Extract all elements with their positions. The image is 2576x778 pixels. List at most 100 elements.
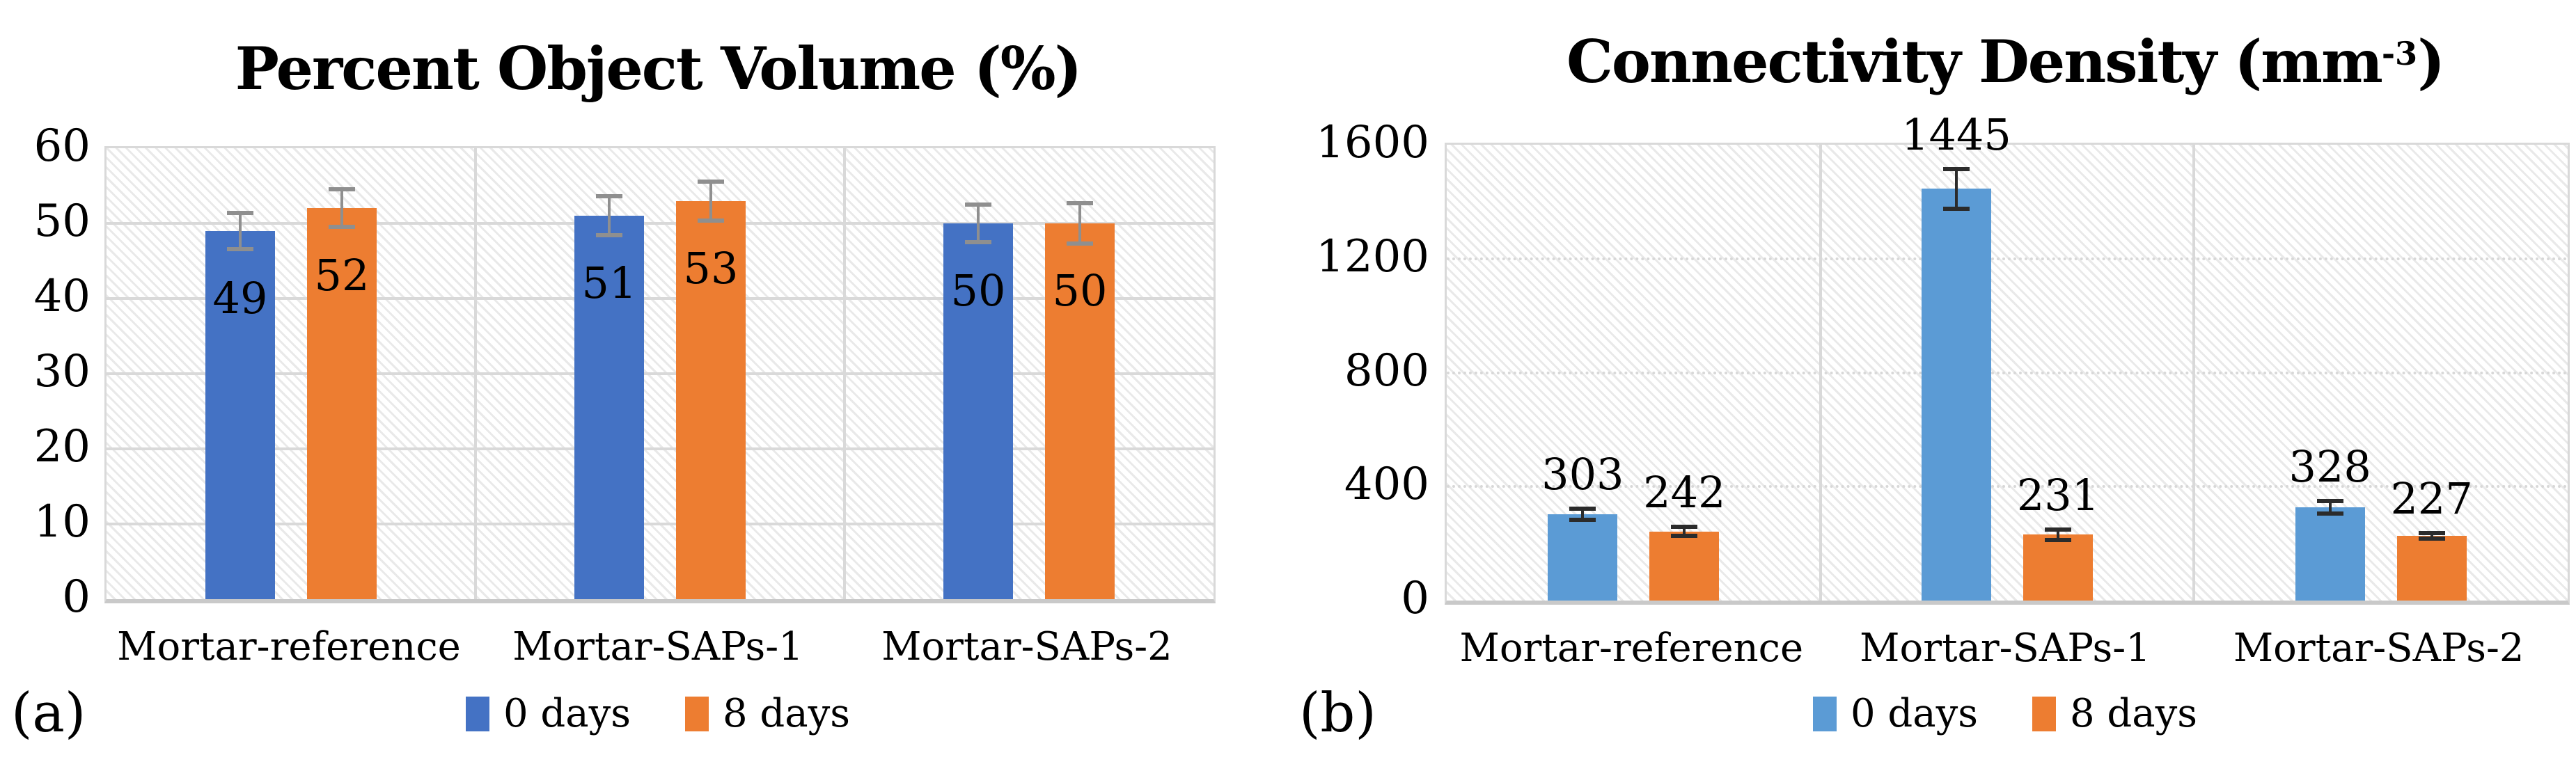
error-bar-line	[2328, 500, 2332, 514]
chart-title-suffix: )	[2417, 27, 2445, 96]
chart-panel-a: Percent Object Volume (%) 49 51 50 52 53 50 M…	[11, 37, 1216, 745]
error-bar-cap	[1943, 207, 1970, 212]
bar-value-label: 50	[950, 265, 1006, 316]
legend-swatch-0-days	[1812, 697, 1837, 731]
error-bar-line	[340, 189, 343, 228]
error-bar-cap	[2045, 537, 2071, 542]
category-label: Mortar-SAPs-1	[512, 624, 803, 669]
error-bar-cap	[2316, 498, 2343, 503]
x-axis-labels-a: Mortar-reference Mortar-SAPs-1 Mortar-SA…	[104, 619, 1211, 675]
horizontal-gridline	[107, 523, 1214, 525]
bar-value-label: 53	[683, 242, 739, 294]
error-bar-cap	[2418, 530, 2445, 535]
bar-value-label: 50	[1052, 265, 1108, 316]
bar-0-days	[2295, 507, 2365, 601]
horizontal-gridline	[1447, 371, 2568, 374]
chart-title-text: Percent Object Volume (%)	[235, 34, 1083, 103]
error-bar-cap	[1671, 534, 1698, 539]
legend-item-0-days: 0 days	[1812, 691, 1978, 736]
y-axis-tick-label: 400	[1344, 459, 1429, 511]
legend-label-0-days: 0 days	[1850, 691, 1978, 736]
bar-value-label: 328	[2288, 440, 2371, 492]
y-axis-tick-label: 10	[33, 496, 91, 548]
error-bar-line	[1955, 168, 1958, 209]
error-bar-cap	[698, 179, 724, 184]
legend-swatch-8-days	[2032, 697, 2056, 731]
error-bar-line	[977, 205, 980, 242]
y-axis-tick-label: 30	[33, 346, 91, 397]
error-bar-cap	[1943, 166, 1970, 171]
legend-label-0-days: 0 days	[503, 691, 631, 736]
error-bar-cap	[2316, 511, 2343, 516]
vertical-gridline	[1819, 145, 1822, 601]
error-bar-cap	[2045, 527, 2071, 532]
vertical-gridline	[843, 148, 846, 599]
plot-area-a: 49 51 50 52 53 50	[104, 146, 1216, 603]
panel-letter-a: (a)	[11, 682, 86, 745]
category-label: Mortar-reference	[117, 624, 461, 669]
error-bar-cap	[1067, 200, 1093, 205]
horizontal-gridline	[107, 222, 1214, 225]
error-bar-cap	[329, 225, 355, 230]
vertical-gridline	[2192, 145, 2196, 601]
horizontal-gridline	[107, 372, 1214, 375]
plot-area-b: 303 1445 328 242 231 227	[1445, 112, 2570, 605]
error-bar-cap	[1569, 518, 1596, 523]
bar-value-label: 303	[1541, 448, 1624, 500]
bar-8-days	[2396, 536, 2467, 601]
y-axis-tick-label: 800	[1344, 344, 1429, 397]
legend-item-8-days: 8 days	[685, 694, 850, 733]
legend-swatch-0-days	[465, 697, 489, 731]
category-label: Mortar-SAPs-2	[2233, 626, 2524, 671]
legend-label-8-days: 8 days	[2070, 691, 2198, 736]
bar-0-days	[1548, 514, 1618, 601]
error-bar-line	[239, 212, 242, 249]
chart-panel-b: Connectivity Density (mm-3) 303 1445 328 24…	[1288, 0, 2576, 778]
error-bar-cap	[227, 210, 253, 215]
error-bar-line	[1581, 508, 1585, 521]
bar-8-days	[2023, 534, 2093, 601]
error-bar-cap	[965, 240, 991, 244]
horizontal-gridline	[107, 297, 1214, 300]
category-label: Mortar-reference	[1459, 626, 1804, 671]
y-axis-tick-label: 1200	[1316, 230, 1429, 283]
bar-8-days	[676, 200, 746, 599]
bar-0-days	[1922, 189, 1991, 601]
bar-8-days	[1649, 531, 1720, 601]
error-bar-cap	[1067, 241, 1093, 246]
bar-value-label: 49	[212, 272, 268, 324]
error-bar-cap	[596, 233, 622, 238]
y-axis-tick-label: 60	[33, 120, 91, 172]
bar-8-days	[1045, 223, 1115, 599]
panel-letter-b: (b)	[1299, 682, 1376, 745]
bar-0-days	[574, 216, 644, 599]
horizontal-gridline	[107, 447, 1214, 450]
error-bar-cap	[1671, 525, 1698, 530]
legend-label-8-days: 8 days	[723, 691, 851, 736]
error-bar-cap	[227, 246, 253, 251]
chart-title-a: Percent Object Volume (%)	[104, 37, 1211, 101]
category-label: Mortar-SAPs-1	[1860, 626, 2151, 671]
legend-item-0-days: 0 days	[465, 691, 631, 736]
error-bar-cap	[1569, 506, 1596, 511]
category-label: Mortar-SAPs-2	[881, 624, 1172, 669]
error-bar-cap	[698, 218, 724, 223]
bar-value-label: 1445	[1901, 109, 2011, 160]
legend-a: 0 days 8 days	[104, 694, 1211, 733]
error-bar-line	[1683, 527, 1686, 537]
horizontal-gridline	[1447, 257, 2568, 260]
error-bar-cap	[329, 187, 355, 192]
bar-value-label: 51	[581, 257, 637, 309]
chart-title-b: Connectivity Density (mm-3)	[1445, 30, 2566, 94]
bar-value-label: 52	[314, 250, 370, 301]
error-bar-line	[709, 181, 712, 221]
y-axis-tick-label: 0	[1401, 573, 1429, 624]
error-bar-line	[2430, 532, 2433, 539]
error-bar-cap	[2418, 537, 2445, 541]
error-bar-line	[1078, 203, 1081, 244]
bar-8-days	[307, 208, 377, 599]
error-bar-cap	[965, 203, 991, 207]
vertical-gridline	[474, 148, 477, 599]
x-axis-labels-b: Mortar-reference Mortar-SAPs-1 Mortar-SA…	[1445, 621, 2566, 676]
